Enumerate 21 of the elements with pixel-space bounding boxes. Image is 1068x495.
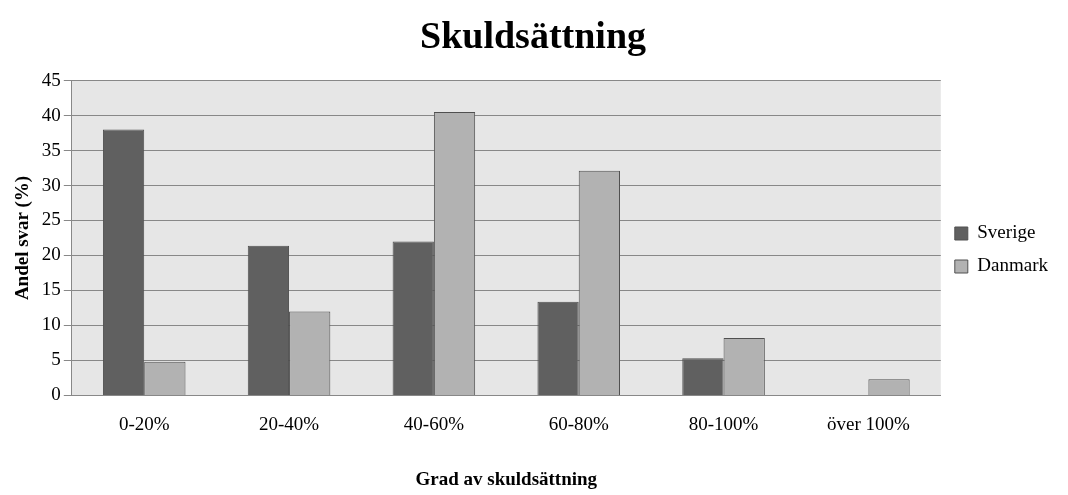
y-tick-label: 25 [41, 208, 61, 230]
chart-title: Skuldsättning [419, 13, 647, 56]
x-axis-title: Grad av skuldsättning [415, 467, 598, 489]
y-tick-label: 35 [41, 138, 61, 160]
x-tick-label: 60-80% [548, 412, 609, 434]
y-tick-label: 40 [41, 103, 61, 125]
legend-label: Sverige [977, 221, 1036, 243]
y-tick-label: 0 [51, 383, 61, 405]
y-tick-label: 5 [51, 348, 61, 370]
x-tick-label: 20-40% [258, 412, 320, 434]
y-tick-label: 45 [41, 68, 61, 90]
y-tick-label: 15 [41, 278, 61, 300]
legend-label: Danmark [977, 254, 1049, 276]
y-tick-label: 30 [41, 173, 61, 195]
x-tick-label: över 100% [826, 412, 910, 434]
y-tick-label: 10 [41, 313, 61, 335]
y-tick-label: 20 [41, 243, 61, 265]
x-tick-label: 40-60% [403, 412, 465, 434]
x-tick-label: 80-100% [688, 412, 759, 434]
y-axis-title: Andel svar (%) [11, 175, 34, 301]
x-tick-label: 0-20% [118, 412, 170, 434]
